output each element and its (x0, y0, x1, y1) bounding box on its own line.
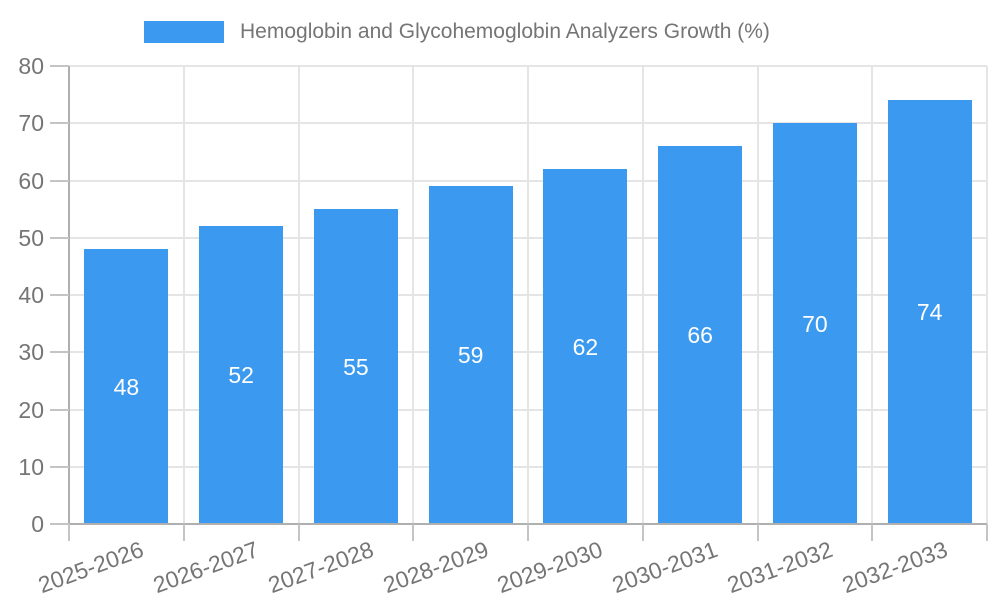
y-tick-label: 60 (18, 167, 44, 194)
y-tick-mark (50, 523, 69, 525)
x-gridline (527, 66, 529, 524)
y-tick-label: 0 (31, 511, 44, 537)
y-tick-mark (50, 465, 69, 468)
legend-label[interactable]: Hemoglobin and Glycohemoglobin Analyzers… (240, 20, 770, 43)
x-tick-mark (527, 524, 529, 541)
bar-value-label: 62 (572, 333, 599, 360)
bar[interactable] (772, 123, 857, 524)
bar-value-label: 48 (113, 373, 140, 400)
x-tick-mark (756, 524, 759, 541)
x-tick-mark (986, 524, 988, 541)
y-tick-mark (50, 351, 69, 354)
bar[interactable] (887, 100, 972, 524)
y-tick-label: 30 (18, 339, 44, 366)
x-tick-mark (641, 524, 644, 541)
bar[interactable] (428, 186, 513, 524)
y-tick-label: 70 (18, 110, 44, 137)
x-gridline (297, 66, 300, 524)
x-gridline (756, 66, 759, 524)
bar-value-label: 59 (457, 342, 484, 369)
bar-value-label: 70 (802, 310, 828, 337)
x-tick-mark (297, 524, 300, 541)
x-tick-mark (412, 524, 415, 541)
y-tick-mark (50, 122, 69, 125)
y-tick-label: 20 (18, 396, 44, 423)
x-tick-mark (871, 524, 874, 541)
y-tick-mark (50, 236, 69, 239)
x-gridline (182, 66, 185, 524)
y-tick-label: 10 (18, 453, 44, 480)
bar[interactable] (543, 169, 628, 524)
y-axis-line (68, 66, 70, 524)
bar[interactable] (84, 249, 169, 524)
x-tick-mark (68, 524, 70, 541)
bar[interactable] (658, 146, 743, 524)
y-tick-mark (50, 179, 69, 182)
x-gridline (641, 66, 644, 524)
bar[interactable] (313, 209, 398, 524)
bar-value-label: 66 (687, 322, 713, 349)
legend-swatch[interactable] (144, 21, 224, 43)
bar-value-label: 52 (228, 362, 254, 389)
x-gridline (986, 66, 988, 524)
legend: Hemoglobin and Glycohemoglobin Analyzers… (0, 0, 1000, 56)
y-tick-label: 80 (18, 53, 44, 79)
bar-value-label: 74 (916, 299, 943, 326)
bar-value-label: 55 (343, 353, 369, 380)
y-tick-label: 50 (18, 224, 44, 251)
x-tick-mark (182, 524, 185, 541)
bar[interactable] (199, 226, 284, 524)
y-tick-mark (50, 408, 69, 411)
x-gridline (412, 66, 415, 524)
y-tick-mark (50, 65, 69, 67)
x-gridline (871, 66, 874, 524)
y-tick-label: 40 (18, 282, 44, 308)
y-tick-mark (50, 294, 69, 296)
